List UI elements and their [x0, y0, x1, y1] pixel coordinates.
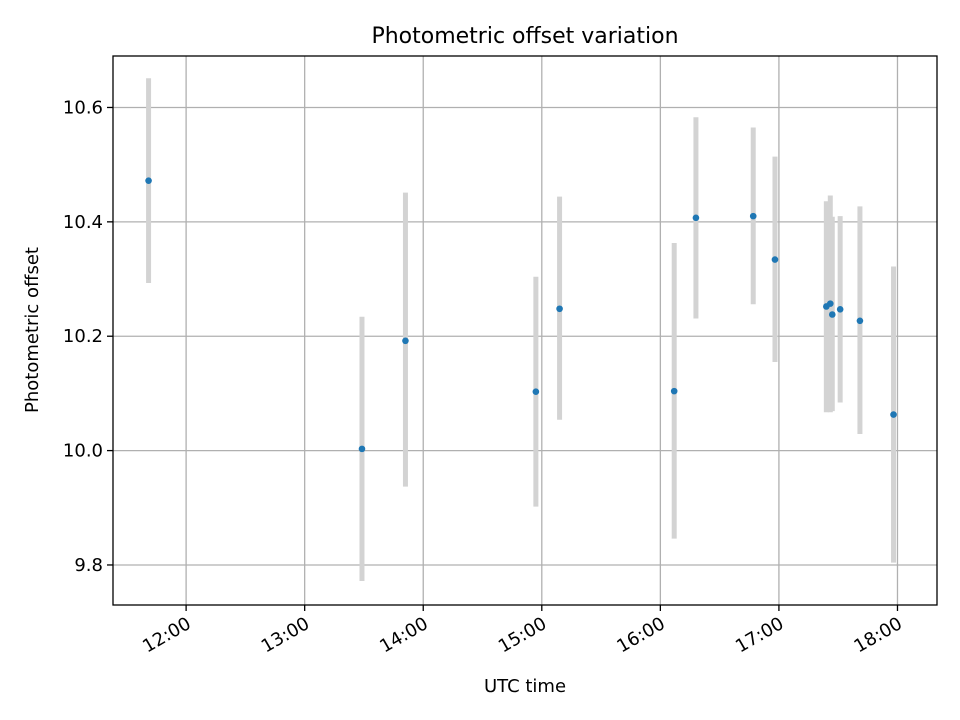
- y-axis-label: Photometric offset: [22, 247, 43, 413]
- data-points: [145, 177, 897, 453]
- data-point: [532, 388, 540, 395]
- data-point: [402, 337, 409, 345]
- data-point: [836, 306, 844, 313]
- data-point: [670, 387, 678, 395]
- y-tick-label: 10.0: [63, 441, 103, 462]
- data-point: [358, 445, 366, 453]
- data-point: [826, 300, 834, 307]
- data-point: [828, 311, 836, 318]
- y-tick-label: 10.2: [63, 326, 103, 347]
- grid: [113, 56, 937, 605]
- data-point: [856, 317, 864, 325]
- data-point: [556, 305, 563, 313]
- data-point: [692, 214, 700, 222]
- y-tick-label: 10.6: [63, 97, 103, 118]
- y-tick-label: 9.8: [74, 555, 103, 576]
- data-point: [145, 177, 152, 184]
- chart-title: Photometric offset variation: [371, 24, 678, 49]
- x-axis-label: UTC time: [484, 676, 566, 697]
- data-point: [890, 411, 897, 418]
- data-point: [749, 212, 757, 220]
- y-axis-ticks: 9.8 10.0 10.2 10.4 10.6: [63, 97, 113, 576]
- data-point: [771, 256, 779, 263]
- plot-frame: [112, 55, 938, 606]
- y-tick-label: 10.4: [63, 212, 103, 233]
